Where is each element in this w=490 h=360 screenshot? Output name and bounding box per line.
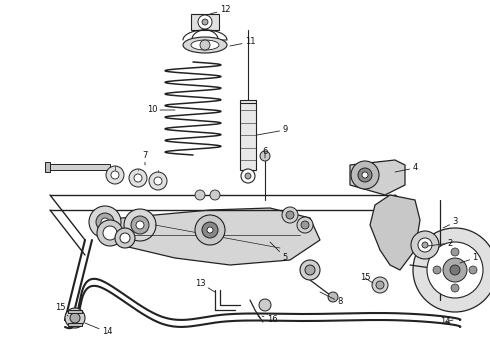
- Circle shape: [111, 171, 119, 179]
- Circle shape: [241, 169, 255, 183]
- Circle shape: [89, 206, 121, 238]
- Circle shape: [443, 258, 467, 282]
- Text: 16: 16: [262, 315, 277, 324]
- Polygon shape: [50, 164, 110, 170]
- Polygon shape: [350, 160, 405, 195]
- Text: 9: 9: [257, 126, 288, 135]
- Circle shape: [195, 215, 225, 245]
- Circle shape: [411, 231, 439, 259]
- Circle shape: [282, 207, 298, 223]
- Circle shape: [301, 221, 309, 229]
- Circle shape: [300, 260, 320, 280]
- Circle shape: [451, 248, 459, 256]
- Polygon shape: [68, 323, 82, 326]
- Circle shape: [200, 40, 210, 50]
- Circle shape: [297, 217, 313, 233]
- Circle shape: [131, 216, 149, 234]
- Circle shape: [305, 265, 315, 275]
- Polygon shape: [240, 100, 256, 170]
- Text: 13: 13: [195, 279, 215, 292]
- Circle shape: [450, 265, 460, 275]
- Circle shape: [351, 161, 379, 189]
- Ellipse shape: [183, 37, 227, 53]
- Circle shape: [413, 228, 490, 312]
- Circle shape: [358, 168, 372, 182]
- Circle shape: [136, 221, 144, 229]
- Circle shape: [134, 174, 142, 182]
- Circle shape: [154, 177, 162, 185]
- Circle shape: [469, 266, 477, 274]
- Circle shape: [106, 166, 124, 184]
- Text: 15: 15: [360, 274, 373, 283]
- Circle shape: [245, 173, 251, 179]
- Polygon shape: [370, 195, 420, 270]
- Circle shape: [149, 172, 167, 190]
- Polygon shape: [45, 162, 50, 172]
- Text: 15: 15: [55, 303, 68, 316]
- Circle shape: [103, 226, 117, 240]
- Polygon shape: [191, 14, 219, 30]
- Circle shape: [115, 228, 135, 248]
- Circle shape: [362, 172, 368, 178]
- Ellipse shape: [191, 40, 219, 50]
- Text: 10: 10: [147, 105, 175, 114]
- Circle shape: [418, 238, 432, 252]
- Text: 6: 6: [262, 148, 268, 158]
- Text: 2: 2: [428, 238, 453, 248]
- Circle shape: [451, 284, 459, 292]
- Polygon shape: [68, 310, 82, 313]
- Circle shape: [120, 233, 130, 243]
- Polygon shape: [100, 208, 320, 265]
- Circle shape: [422, 242, 428, 248]
- Circle shape: [328, 292, 338, 302]
- Circle shape: [202, 222, 218, 238]
- Text: 12: 12: [210, 5, 230, 14]
- Text: 7: 7: [142, 150, 147, 165]
- Circle shape: [124, 209, 156, 241]
- Circle shape: [65, 308, 85, 328]
- Text: 8: 8: [320, 292, 343, 306]
- Text: 4: 4: [395, 163, 417, 172]
- Circle shape: [70, 313, 80, 323]
- Text: 14: 14: [85, 323, 112, 337]
- Text: 14: 14: [440, 318, 453, 327]
- Circle shape: [207, 227, 213, 233]
- Circle shape: [97, 220, 123, 246]
- Text: 3: 3: [443, 217, 458, 228]
- Circle shape: [129, 169, 147, 187]
- Circle shape: [427, 242, 483, 298]
- Circle shape: [210, 190, 220, 200]
- Circle shape: [198, 15, 212, 29]
- Circle shape: [96, 213, 114, 231]
- Text: 5: 5: [270, 242, 288, 261]
- Text: 11: 11: [230, 37, 255, 46]
- Circle shape: [260, 151, 270, 161]
- Circle shape: [101, 218, 109, 226]
- Circle shape: [195, 190, 205, 200]
- Circle shape: [433, 266, 441, 274]
- Circle shape: [286, 211, 294, 219]
- Circle shape: [259, 299, 271, 311]
- Circle shape: [372, 277, 388, 293]
- Text: 1: 1: [460, 253, 478, 263]
- Circle shape: [202, 19, 208, 25]
- Circle shape: [376, 281, 384, 289]
